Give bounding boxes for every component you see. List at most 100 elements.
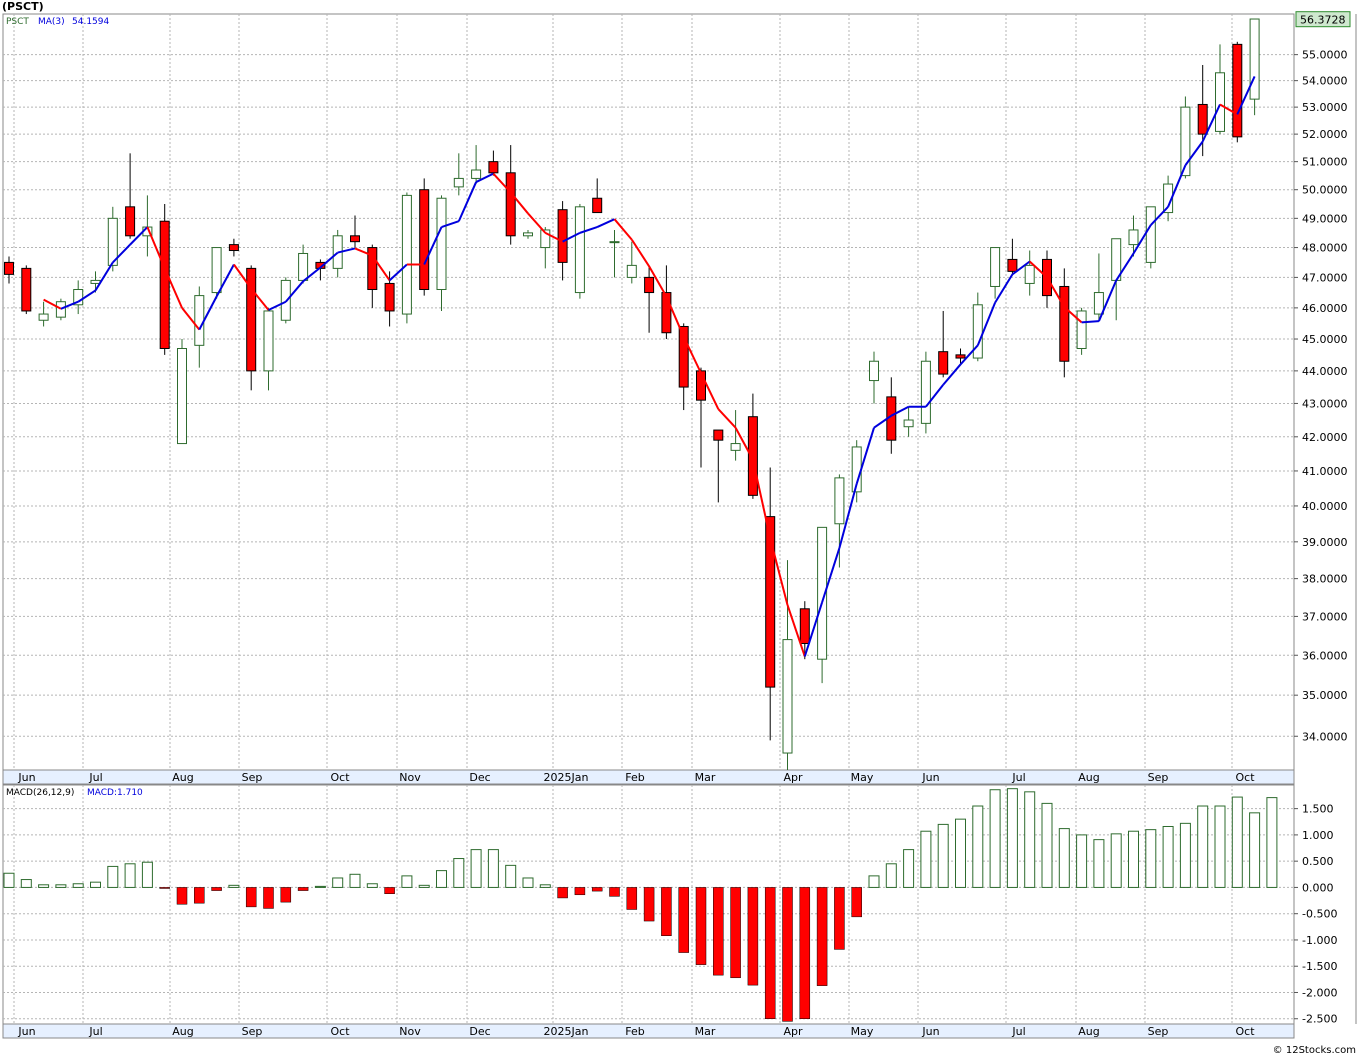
ma-line-segment bbox=[423, 226, 443, 265]
macd-bar bbox=[1249, 812, 1261, 888]
ma-line-segment bbox=[786, 604, 806, 657]
candle-body bbox=[523, 232, 533, 237]
ma-line-segment bbox=[959, 344, 979, 366]
macd-bar bbox=[470, 849, 482, 888]
candle-body bbox=[1007, 258, 1018, 272]
candle-body bbox=[419, 189, 430, 291]
price-x-label: Aug bbox=[172, 771, 193, 784]
candle-body bbox=[592, 197, 603, 214]
candle-body bbox=[38, 313, 49, 321]
candle-body bbox=[557, 209, 568, 263]
price-x-label: Feb bbox=[625, 771, 644, 784]
ma-line-segment bbox=[1219, 103, 1238, 116]
macd-x-label: Jun bbox=[921, 1025, 939, 1038]
price-tick-label: 43.0000 bbox=[1302, 397, 1348, 410]
candle-body bbox=[1145, 206, 1156, 263]
candle-body bbox=[194, 295, 205, 346]
price-x-label: Mar bbox=[695, 771, 716, 784]
macd-bar bbox=[280, 887, 292, 903]
ma-line-segment bbox=[994, 273, 1014, 304]
price-tick-label: 49.0000 bbox=[1302, 212, 1348, 225]
price-tick-label: 55.0000 bbox=[1302, 49, 1348, 62]
ma-line-segment bbox=[630, 239, 650, 267]
ma-line-segment bbox=[319, 251, 339, 269]
price-tick-label: 38.0000 bbox=[1302, 573, 1348, 586]
candle-body bbox=[782, 639, 793, 754]
macd-tick-label: 1.000 bbox=[1302, 829, 1334, 842]
candle-body bbox=[73, 289, 84, 306]
macd-x-label: Jun bbox=[17, 1025, 35, 1038]
macd-bar bbox=[799, 887, 811, 1019]
ma-line-segment bbox=[717, 408, 737, 429]
price-x-label: Aug bbox=[1078, 771, 1099, 784]
macd-legend-label: MACD(26,12,9) bbox=[6, 788, 74, 798]
macd-bar bbox=[176, 887, 188, 905]
macd-legend-value: MACD:1.710 bbox=[87, 788, 143, 798]
price-tick-label: 35.0000 bbox=[1302, 689, 1348, 702]
price-tick-label: 37.0000 bbox=[1302, 610, 1348, 623]
ma-line-segment bbox=[302, 266, 322, 283]
candle-body bbox=[228, 244, 239, 252]
macd-x-label: Aug bbox=[1078, 1025, 1099, 1038]
price-tick-label: 46.0000 bbox=[1302, 302, 1348, 315]
candle-body bbox=[159, 220, 170, 350]
macd-bar bbox=[989, 789, 1001, 888]
ma-line-segment bbox=[43, 298, 62, 310]
ma-legend-label: MA(3) bbox=[38, 17, 65, 27]
macd-x-label: Dec bbox=[469, 1025, 490, 1038]
macd-x-label: Aug bbox=[172, 1025, 193, 1038]
candle-body bbox=[125, 206, 136, 237]
price-x-label: Oct bbox=[1235, 771, 1255, 784]
macd-bar bbox=[1024, 791, 1036, 888]
ma-line-segment bbox=[821, 547, 841, 603]
price-tick-label: 41.0000 bbox=[1302, 465, 1348, 478]
macd-bar bbox=[1128, 830, 1139, 888]
macd-bar bbox=[539, 884, 551, 888]
ma-line-segment bbox=[268, 300, 287, 311]
ma-line-segment bbox=[544, 231, 564, 243]
candle-body bbox=[90, 279, 101, 284]
ma-line-segment bbox=[751, 459, 772, 539]
macd-bar bbox=[263, 887, 274, 909]
candle-body bbox=[488, 161, 499, 174]
ma-line-segment bbox=[942, 363, 962, 386]
ma-line-segment bbox=[1115, 252, 1135, 281]
candle-body bbox=[540, 229, 551, 249]
macd-bar bbox=[1076, 834, 1088, 888]
macd-bar bbox=[401, 875, 413, 888]
ma-line-segment bbox=[1150, 206, 1169, 226]
macd-bar bbox=[297, 887, 309, 891]
ma-line-segment bbox=[1167, 164, 1187, 208]
candle-body bbox=[436, 197, 447, 291]
candle-body bbox=[799, 608, 810, 644]
macd-bar bbox=[591, 887, 603, 892]
macd-bar bbox=[1110, 833, 1122, 888]
macd-x-label: Sep bbox=[242, 1025, 263, 1038]
ma-line-segment bbox=[613, 218, 633, 241]
candle-body bbox=[730, 443, 741, 451]
price-x-label: 2025Jan bbox=[544, 771, 589, 784]
price-tick-label: 34.0000 bbox=[1302, 730, 1348, 743]
macd-bar bbox=[920, 830, 932, 888]
candle-body bbox=[747, 416, 758, 496]
macd-bar bbox=[141, 861, 153, 888]
candle-body bbox=[505, 172, 516, 237]
candle-body bbox=[938, 351, 949, 375]
macd-bar bbox=[20, 879, 32, 888]
macd-bar bbox=[107, 865, 119, 888]
ma-line-segment bbox=[976, 302, 997, 346]
candle-body bbox=[574, 206, 585, 294]
macd-bar bbox=[764, 887, 776, 1019]
ma-line-segment bbox=[77, 289, 97, 303]
macd-bar bbox=[1214, 805, 1226, 888]
macd-x-label: Mar bbox=[695, 1025, 716, 1038]
price-tick-label: 45.0000 bbox=[1302, 333, 1348, 346]
ma-line-segment bbox=[1132, 224, 1152, 254]
candle-body bbox=[107, 217, 118, 266]
macd-tick-label: -1.000 bbox=[1302, 934, 1337, 947]
candle-body bbox=[246, 267, 257, 372]
macd-x-label: May bbox=[851, 1025, 874, 1038]
macd-x-label: 2025Jan bbox=[544, 1025, 589, 1038]
candle-body bbox=[1076, 310, 1087, 350]
